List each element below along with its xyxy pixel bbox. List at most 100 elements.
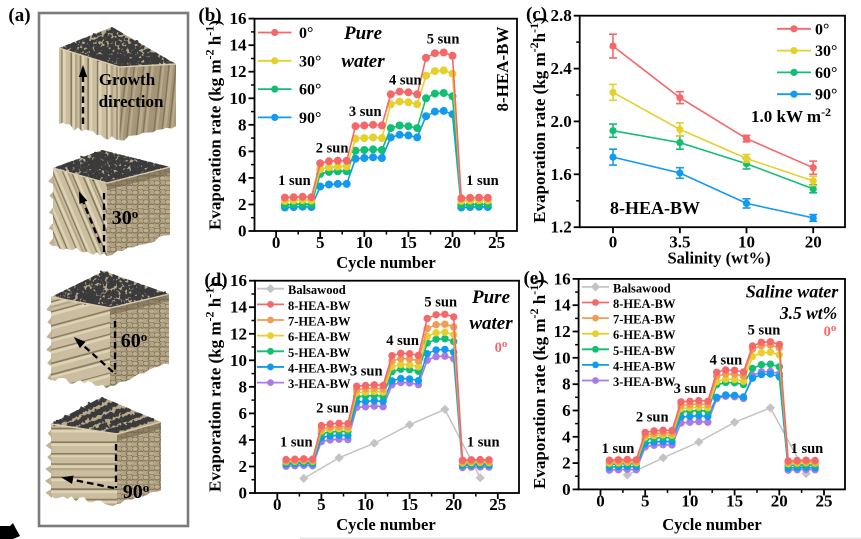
svg-text:3 sun: 3 sun — [349, 104, 382, 120]
svg-text:7-HEA-BW: 7-HEA-BW — [613, 313, 676, 327]
svg-text:60°: 60° — [815, 65, 837, 82]
svg-text:16: 16 — [554, 269, 571, 288]
svg-text:5-HEA-BW: 5-HEA-BW — [288, 346, 351, 360]
svg-text:8-HEA-BW: 8-HEA-BW — [288, 299, 351, 313]
svg-text:20: 20 — [444, 233, 461, 252]
svg-text:0°: 0° — [299, 25, 313, 42]
svg-text:6: 6 — [562, 401, 571, 420]
svg-text:4-HEA-BW: 4-HEA-BW — [288, 361, 351, 375]
svg-text:6: 6 — [239, 404, 248, 423]
svg-text:15: 15 — [400, 233, 417, 252]
svg-text:(b): (b) — [198, 5, 221, 26]
svg-text:25: 25 — [488, 233, 505, 252]
svg-text:4 sun: 4 sun — [386, 333, 419, 349]
svg-text:3-HEA-BW: 3-HEA-BW — [288, 377, 351, 391]
svg-text:14: 14 — [554, 296, 572, 315]
svg-text:1.6: 1.6 — [550, 165, 571, 184]
svg-text:2.4: 2.4 — [550, 59, 572, 78]
svg-text:5: 5 — [641, 491, 650, 510]
svg-text:1 sun: 1 sun — [280, 435, 313, 451]
svg-text:8-HEA-BW: 8-HEA-BW — [610, 198, 700, 218]
svg-text:0: 0 — [272, 233, 281, 252]
svg-text:Pure: Pure — [471, 287, 511, 308]
svg-text:30°: 30° — [299, 53, 321, 70]
svg-text:3.5: 3.5 — [669, 233, 690, 252]
svg-text:20: 20 — [805, 233, 822, 252]
svg-text:1 sun: 1 sun — [791, 441, 824, 457]
svg-text:8-HEA-BW: 8-HEA-BW — [493, 27, 512, 112]
svg-text:90°: 90° — [815, 87, 837, 104]
svg-text:0°: 0° — [815, 21, 829, 38]
svg-text:(c): (c) — [526, 4, 547, 25]
svg-text:(d): (d) — [204, 270, 227, 291]
svg-text:16: 16 — [230, 271, 247, 290]
svg-text:10: 10 — [681, 491, 698, 510]
svg-text:12: 12 — [554, 322, 571, 341]
svg-text:30o: 30o — [112, 206, 139, 229]
svg-text:2: 2 — [238, 195, 247, 214]
svg-text:5 sun: 5 sun — [427, 31, 460, 47]
svg-text:20: 20 — [445, 495, 462, 514]
svg-text:1.2: 1.2 — [550, 218, 571, 237]
svg-text:25: 25 — [816, 491, 833, 510]
svg-text:5 sun: 5 sun — [748, 322, 781, 338]
svg-text:0: 0 — [562, 480, 571, 499]
svg-text:4 sun: 4 sun — [710, 352, 743, 368]
svg-text:2.8: 2.8 — [550, 6, 571, 25]
svg-text:12: 12 — [230, 62, 247, 81]
svg-text:60o: 60o — [121, 329, 148, 352]
svg-text:Cycle number: Cycle number — [336, 253, 435, 272]
svg-text:1 sun: 1 sun — [467, 435, 500, 451]
svg-text:4-HEA-BW: 4-HEA-BW — [613, 359, 676, 373]
svg-text:20: 20 — [771, 491, 788, 510]
svg-text:10: 10 — [230, 89, 247, 108]
svg-text:3.5 wt%: 3.5 wt% — [779, 303, 837, 323]
svg-text:15: 15 — [401, 495, 418, 514]
svg-text:Evaporation rate (kg m-2 h-1): Evaporation rate (kg m-2 h-1) — [527, 279, 549, 489]
svg-text:Saline water: Saline water — [746, 282, 840, 302]
svg-text:2 sun: 2 sun — [316, 140, 349, 156]
svg-text:6-HEA-BW: 6-HEA-BW — [288, 330, 351, 344]
svg-text:direction: direction — [99, 92, 164, 111]
svg-text:(a): (a) — [8, 5, 30, 26]
svg-text:1.0 kW m-2: 1.0 kW m-2 — [751, 105, 831, 126]
svg-text:8: 8 — [238, 115, 247, 134]
svg-text:15: 15 — [726, 491, 743, 510]
svg-text:6: 6 — [238, 142, 247, 161]
svg-text:30°: 30° — [815, 43, 837, 60]
svg-text:3-HEA-BW: 3-HEA-BW — [613, 375, 676, 389]
svg-text:4: 4 — [562, 427, 571, 446]
svg-text:Balsawood: Balsawood — [288, 283, 346, 297]
svg-text:0: 0 — [238, 222, 247, 241]
svg-text:25: 25 — [489, 495, 506, 514]
svg-text:water: water — [469, 313, 513, 334]
svg-text:2: 2 — [239, 457, 248, 476]
svg-text:5-HEA-BW: 5-HEA-BW — [613, 344, 676, 358]
svg-text:Evaporation rate (kg m-2 h-1): Evaporation rate (kg m-2 h-1) — [203, 20, 225, 230]
svg-text:5 sun: 5 sun — [424, 295, 457, 311]
svg-text:Salinity (wt%): Salinity (wt%) — [667, 249, 770, 268]
svg-text:0: 0 — [273, 495, 282, 514]
svg-text:10: 10 — [554, 348, 571, 367]
svg-text:10: 10 — [230, 351, 247, 370]
svg-text:Evaporation rate (kg m-2 h-1): Evaporation rate (kg m-2 h-1) — [203, 282, 225, 492]
svg-text:6-HEA-BW: 6-HEA-BW — [613, 328, 676, 342]
svg-text:1 sun: 1 sun — [602, 441, 635, 457]
svg-text:4: 4 — [238, 168, 247, 187]
svg-text:3 sun: 3 sun — [674, 381, 707, 397]
svg-text:60°: 60° — [299, 82, 321, 99]
svg-text:90o: 90o — [123, 480, 150, 503]
svg-text:4 sun: 4 sun — [389, 72, 422, 88]
svg-text:16: 16 — [230, 9, 247, 28]
svg-text:10: 10 — [356, 233, 373, 252]
svg-text:Balsawood: Balsawood — [613, 281, 671, 295]
svg-text:8: 8 — [239, 377, 248, 396]
svg-text:2 sun: 2 sun — [636, 410, 669, 426]
svg-text:0: 0 — [609, 233, 618, 252]
svg-text:8-HEA-BW: 8-HEA-BW — [613, 297, 676, 311]
svg-text:0: 0 — [239, 484, 248, 503]
svg-text:Evaporation rate (kg m-2h-1): Evaporation rate (kg m-2h-1) — [527, 17, 549, 223]
svg-text:2: 2 — [562, 454, 571, 473]
svg-text:7-HEA-BW: 7-HEA-BW — [288, 315, 351, 329]
svg-text:1 sun: 1 sun — [278, 173, 311, 189]
